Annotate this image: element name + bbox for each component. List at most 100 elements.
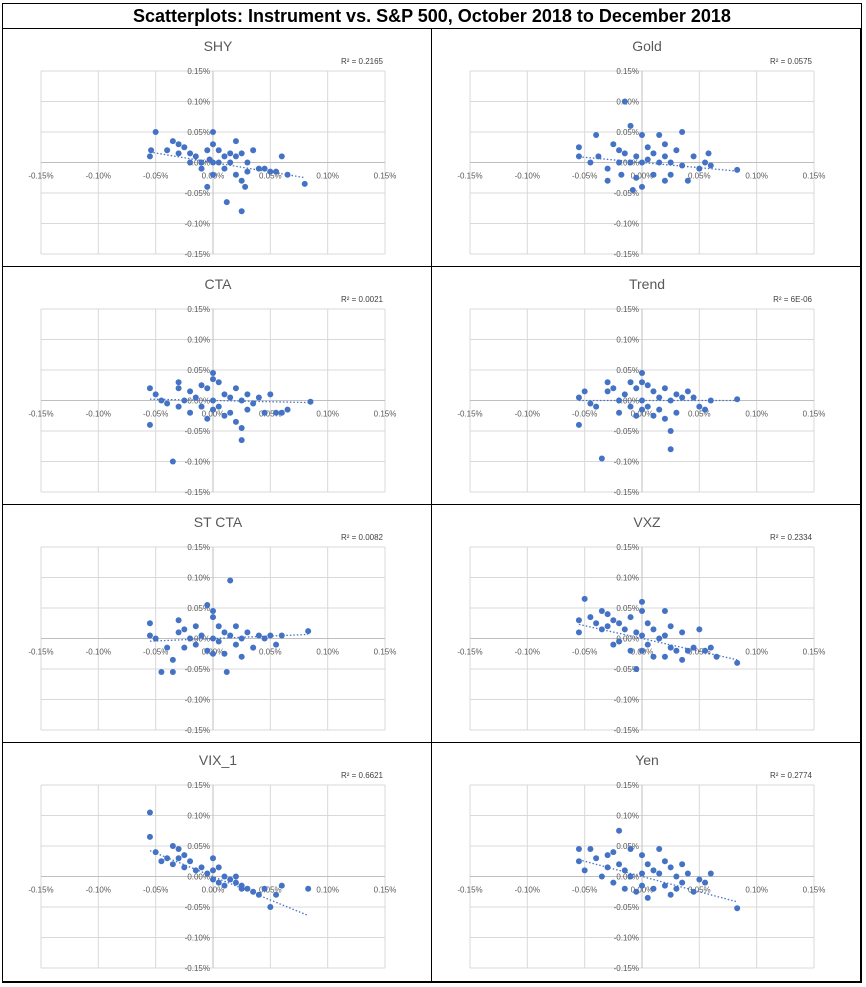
data-point xyxy=(656,635,663,642)
y-tick-label: -0.05% xyxy=(185,665,210,674)
data-point xyxy=(238,177,245,184)
data-point xyxy=(261,635,268,642)
data-point xyxy=(215,379,222,386)
chart-title: Gold xyxy=(632,38,662,54)
data-point xyxy=(210,129,216,135)
y-tick-label: -0.15% xyxy=(614,726,639,735)
data-point xyxy=(604,388,611,395)
data-point xyxy=(175,379,182,386)
y-tick-label: 0.00% xyxy=(187,635,210,644)
data-point xyxy=(305,885,312,892)
data-point xyxy=(210,370,216,377)
r-squared-label: R² = 0.0575 xyxy=(770,57,813,66)
data-point xyxy=(673,409,680,416)
data-point xyxy=(679,656,686,663)
data-point xyxy=(661,653,668,660)
x-tick-label: 0.05% xyxy=(688,172,711,181)
data-point xyxy=(175,846,182,853)
data-point xyxy=(684,647,691,654)
y-tick-label: 0.00% xyxy=(187,873,210,882)
data-point xyxy=(215,638,222,645)
data-point xyxy=(650,388,657,395)
data-point xyxy=(192,153,199,160)
data-point xyxy=(581,388,588,395)
data-point xyxy=(705,150,712,157)
data-point xyxy=(307,398,314,405)
data-point xyxy=(204,647,211,654)
y-tick-label: 0.10% xyxy=(616,574,639,583)
y-tick-label: -0.05% xyxy=(614,427,639,436)
data-point xyxy=(198,632,205,639)
data-point xyxy=(164,400,171,407)
y-tick-label: -0.10% xyxy=(185,934,210,943)
y-tick-label: 0.00% xyxy=(616,635,639,644)
data-point xyxy=(255,632,262,639)
data-point xyxy=(244,391,251,398)
data-point xyxy=(146,833,153,840)
data-point xyxy=(198,403,205,410)
x-tick-label: 0.10% xyxy=(745,886,768,895)
data-point xyxy=(610,879,617,886)
data-point xyxy=(210,614,216,621)
y-tick-label: -0.05% xyxy=(614,189,639,198)
data-point xyxy=(223,199,230,206)
data-point xyxy=(598,455,605,462)
chart-panel-vix-1: VIX_1 R² = 0.6621 -0.15% -0.10% -0.05% 0.00% 0… xyxy=(3,743,432,982)
data-point xyxy=(221,153,228,160)
data-point xyxy=(684,870,691,877)
data-point xyxy=(633,666,640,672)
data-point xyxy=(650,412,657,419)
data-point xyxy=(261,885,268,892)
x-tick-label: 0.15% xyxy=(374,886,397,895)
data-point xyxy=(656,132,663,139)
x-tick-label: -0.10% xyxy=(86,648,111,657)
x-tick-label: -0.10% xyxy=(515,172,540,181)
y-tick-label: -0.10% xyxy=(614,458,639,467)
data-point xyxy=(221,882,228,889)
data-point xyxy=(238,208,245,215)
data-point xyxy=(661,608,668,615)
data-point xyxy=(192,394,199,401)
data-point xyxy=(734,905,741,912)
data-point xyxy=(244,159,251,166)
data-point xyxy=(644,861,651,868)
x-tick-label: -0.10% xyxy=(86,172,111,181)
x-tick-label: -0.05% xyxy=(572,172,597,181)
x-tick-label: 0.15% xyxy=(803,648,826,657)
data-point xyxy=(232,138,239,145)
data-point xyxy=(198,165,205,172)
r-squared-label: R² = 0.6621 xyxy=(341,771,384,780)
data-point xyxy=(639,397,645,404)
data-point xyxy=(187,858,194,865)
data-point xyxy=(267,904,274,910)
trendline xyxy=(149,151,305,179)
data-point xyxy=(673,391,680,398)
data-point xyxy=(232,879,239,886)
chart-panel-vxz: VXZ R² = 0.2334 -0.15% -0.10% -0.05% 0.00% 0.0… xyxy=(432,505,861,743)
data-point xyxy=(148,147,155,154)
data-point xyxy=(627,159,634,166)
data-point xyxy=(164,644,171,651)
data-point xyxy=(232,385,239,392)
x-tick-label: -0.15% xyxy=(457,886,482,895)
data-point xyxy=(696,626,703,633)
data-point xyxy=(169,843,176,849)
data-point xyxy=(644,894,651,901)
data-point xyxy=(610,617,617,624)
y-tick-label: 0.10% xyxy=(616,336,639,345)
x-tick-label: 0.00% xyxy=(202,886,225,895)
data-point xyxy=(152,849,159,856)
data-point xyxy=(639,647,645,654)
data-point xyxy=(158,858,165,865)
data-point xyxy=(581,595,588,602)
data-point xyxy=(702,647,709,654)
data-point xyxy=(175,617,182,624)
data-point xyxy=(227,577,234,584)
y-tick-label: 0.05% xyxy=(187,366,210,375)
data-point xyxy=(639,852,645,859)
data-point xyxy=(644,144,651,151)
data-point xyxy=(734,166,741,173)
data-point xyxy=(158,669,165,676)
y-tick-label: -0.15% xyxy=(614,488,639,497)
